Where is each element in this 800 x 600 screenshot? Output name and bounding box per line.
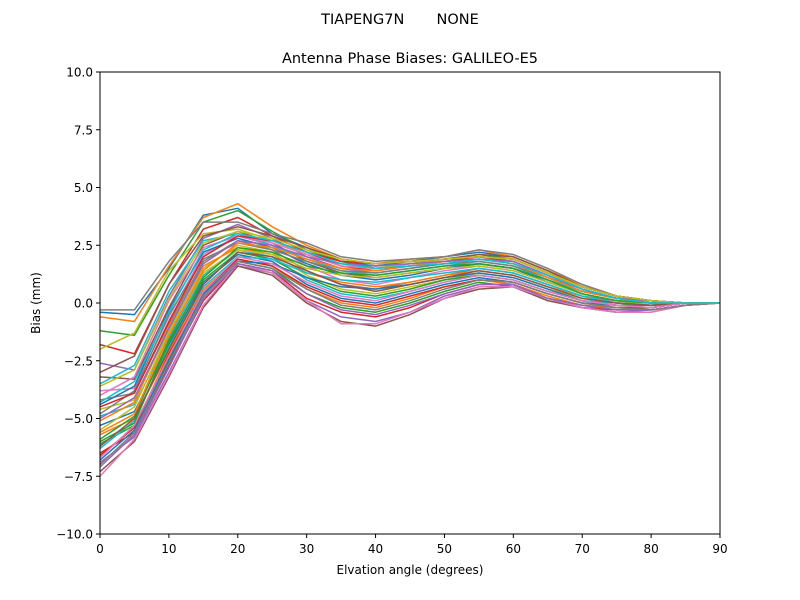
series-line-s36 [100,251,720,447]
y-tick-label: −10.0 [56,528,93,542]
series-line-s38 [100,260,720,466]
figure-suptitle: TIAPENG7N NONE [320,12,479,28]
series-line-s25 [100,262,720,468]
y-tick-label: 2.5 [74,239,93,253]
plot-frame [99,71,721,535]
x-tick-label: 20 [230,542,245,556]
x-tick-label: 0 [96,542,104,556]
y-axis-label: Bias (mm) [29,272,43,334]
x-tick-label: 70 [575,542,590,556]
y-tick-label: 7.5 [74,123,93,137]
x-tick-label: 50 [437,542,452,556]
x-tick-label: 60 [506,542,521,556]
x-tick-label: 90 [712,542,727,556]
series-line-s37 [100,256,720,459]
y-tick-label: −2.5 [64,354,93,368]
y-tick-label: 0.0 [74,297,93,311]
y-tick-label: 5.0 [74,181,93,195]
series-line-s33 [100,246,720,443]
x-tick-label: 80 [643,542,658,556]
series-line-s17 [100,262,720,477]
axis-ticks: 0 10 20 30 40 50 60 70 80 90 −10.0 −7.5 −5.0 −2.5 0.0 2… [56,66,727,557]
series-group [100,202,720,477]
x-tick-label: 30 [299,542,314,556]
y-tick-label: 10.0 [66,66,93,80]
y-tick-label: −5.0 [64,412,93,426]
x-axis-label: Elvation angle (degrees) [337,563,484,577]
x-tick-label: 40 [368,542,383,556]
series-line-s40 [100,232,720,403]
series-line-s39 [100,230,720,387]
y-tick-label: −7.5 [64,470,93,484]
x-tick-label: 10 [161,542,176,556]
chart-title: Antenna Phase Biases: GALILEO-E5 [282,51,538,67]
